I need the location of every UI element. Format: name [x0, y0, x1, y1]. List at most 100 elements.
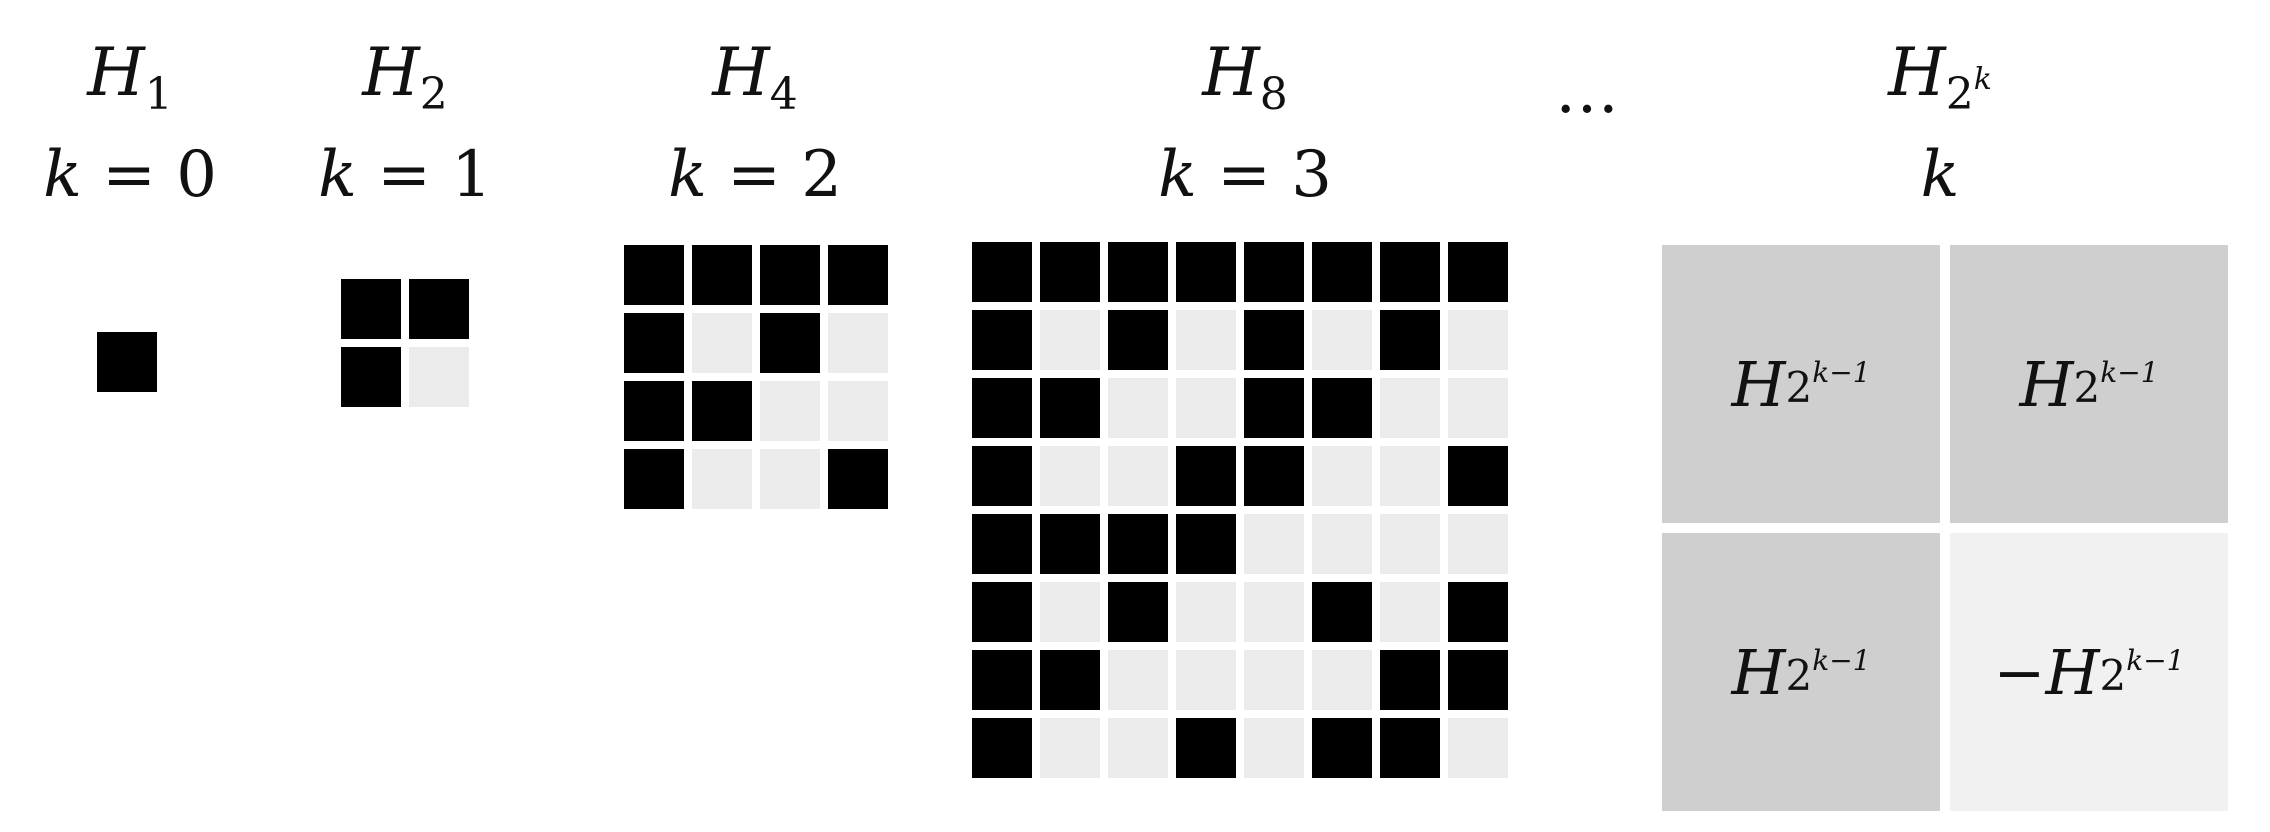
- matrix-cell: [1448, 378, 1508, 438]
- k-label-general: k: [1840, 138, 2040, 212]
- matrix-cell: [1448, 582, 1508, 642]
- matrix-cell: [1312, 718, 1372, 778]
- matrix-cell: [1380, 514, 1440, 574]
- matrix-cell: [97, 332, 157, 392]
- matrix-cell: [1448, 718, 1508, 778]
- matrix-cell: [972, 582, 1032, 642]
- matrix-cell: [760, 449, 820, 509]
- matrix-cell: [1380, 378, 1440, 438]
- matrix-cell: [1380, 310, 1440, 370]
- matrix-cell: [409, 279, 469, 339]
- matrix-cell: [1312, 446, 1372, 506]
- matrix-cell: [828, 381, 888, 441]
- matrix-cell: [624, 381, 684, 441]
- title-h2: H2: [305, 34, 505, 120]
- matrix-cell: [1176, 378, 1236, 438]
- matrix-cell: [1448, 242, 1508, 302]
- matrix-h8: [972, 242, 1508, 778]
- matrix-cell: [1380, 650, 1440, 710]
- matrix-cell: [1040, 310, 1100, 370]
- matrix-cell: [1244, 650, 1304, 710]
- matrix-cell: [1380, 242, 1440, 302]
- matrix-cell: [1108, 650, 1168, 710]
- matrix-cell: [624, 449, 684, 509]
- matrix-cell: [1380, 718, 1440, 778]
- matrix-cell: [1176, 718, 1236, 778]
- matrix-cell: [1040, 378, 1100, 438]
- matrix-cell: [1176, 514, 1236, 574]
- matrix-cell: [1108, 378, 1168, 438]
- matrix-cell: [1312, 242, 1372, 302]
- matrix-h4: [624, 245, 888, 509]
- k-label-h8: k = 3: [1125, 138, 1365, 212]
- matrix-cell: [972, 378, 1032, 438]
- k-label-h1: k = 0: [10, 138, 250, 212]
- k-label-h4: k = 2: [635, 138, 875, 212]
- matrix-cell: [624, 245, 684, 305]
- matrix-cell: [972, 310, 1032, 370]
- matrix-cell: [1244, 310, 1304, 370]
- matrix-cell: [341, 279, 401, 339]
- matrix-cell: [1380, 446, 1440, 506]
- matrix-cell: [1244, 446, 1304, 506]
- matrix-cell: [1108, 718, 1168, 778]
- matrix-cell: [1176, 242, 1236, 302]
- matrix-cell: [1380, 582, 1440, 642]
- matrix-cell: [409, 347, 469, 407]
- matrix-cell: [1108, 514, 1168, 574]
- matrix-cell: [828, 449, 888, 509]
- matrix-cell: [972, 446, 1032, 506]
- matrix-cell: [828, 313, 888, 373]
- block-bottom-left: H 2k−1: [1662, 533, 1940, 811]
- matrix-cell: [692, 313, 752, 373]
- matrix-cell: [972, 514, 1032, 574]
- matrix-cell: [1312, 310, 1372, 370]
- matrix-cell: [1040, 582, 1100, 642]
- matrix-cell: [1312, 514, 1372, 574]
- ellipsis: …: [1500, 54, 1680, 128]
- matrix-cell: [341, 347, 401, 407]
- title-h2k: H2k: [1840, 34, 2040, 120]
- matrix-cell: [1176, 582, 1236, 642]
- matrix-cell: [1176, 446, 1236, 506]
- matrix-cell: [760, 245, 820, 305]
- block-bottom-right: − H 2k−1: [1950, 533, 2228, 811]
- matrix-cell: [760, 381, 820, 441]
- matrix-cell: [1448, 514, 1508, 574]
- matrix-cell: [1040, 718, 1100, 778]
- matrix-cell: [692, 449, 752, 509]
- block-top-left: H 2k−1: [1662, 245, 1940, 523]
- matrix-cell: [1176, 650, 1236, 710]
- matrix-cell: [828, 245, 888, 305]
- matrix-cell: [1448, 446, 1508, 506]
- matrix-cell: [1040, 446, 1100, 506]
- matrix-cell: [972, 718, 1032, 778]
- matrix-cell: [1244, 378, 1304, 438]
- matrix-cell: [1312, 650, 1372, 710]
- matrix-cell: [972, 242, 1032, 302]
- matrix-h2: [341, 279, 469, 407]
- matrix-cell: [1108, 310, 1168, 370]
- matrix-cell: [1448, 650, 1508, 710]
- matrix-cell: [692, 245, 752, 305]
- matrix-cell: [760, 313, 820, 373]
- matrix-cell: [1040, 242, 1100, 302]
- matrix-cell: [1040, 650, 1100, 710]
- matrix-cell: [972, 650, 1032, 710]
- k-label-h2: k = 1: [285, 138, 525, 212]
- block-top-right: H 2k−1: [1950, 245, 2228, 523]
- matrix-cell: [1244, 242, 1304, 302]
- matrix-h1: [97, 332, 157, 392]
- matrix-cell: [1244, 718, 1304, 778]
- matrix-cell: [1108, 582, 1168, 642]
- matrix-cell: [1312, 378, 1372, 438]
- matrix-cell: [624, 313, 684, 373]
- matrix-cell: [1108, 242, 1168, 302]
- title-h1: H1: [30, 34, 230, 120]
- title-h8: H8: [1145, 34, 1345, 120]
- matrix-cell: [1108, 446, 1168, 506]
- matrix-cell: [1244, 514, 1304, 574]
- matrix-cell: [1312, 582, 1372, 642]
- matrix-cell: [1040, 514, 1100, 574]
- title-h4: H4: [655, 34, 855, 120]
